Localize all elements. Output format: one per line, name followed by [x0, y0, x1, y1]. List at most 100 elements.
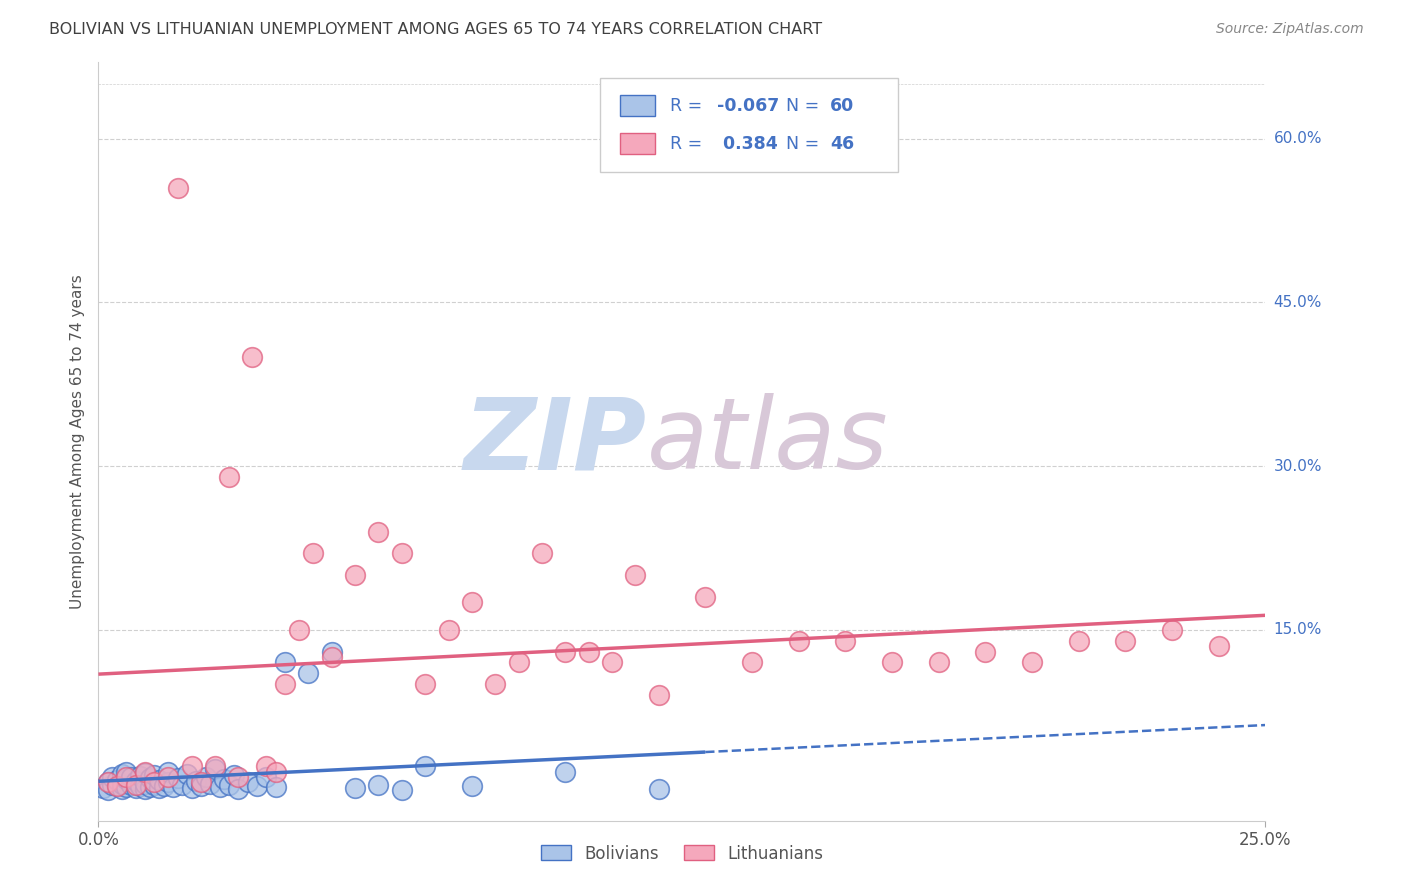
- FancyBboxPatch shape: [600, 78, 898, 172]
- Text: ZIP: ZIP: [464, 393, 647, 490]
- Point: [172, 778, 194, 792]
- Point: [111, 766, 134, 780]
- Point: [115, 770, 138, 784]
- Point: [530, 546, 553, 560]
- Point: [600, 656, 623, 670]
- Point: [134, 776, 156, 790]
- Text: Source: ZipAtlas.com: Source: ZipAtlas.com: [1216, 22, 1364, 37]
- Text: R =: R =: [671, 135, 709, 153]
- Point: [647, 782, 669, 797]
- Point: [208, 780, 231, 794]
- Text: N =: N =: [775, 96, 825, 115]
- Point: [264, 780, 287, 794]
- Point: [204, 763, 226, 777]
- Point: [228, 782, 250, 797]
- Point: [274, 656, 297, 670]
- Point: [157, 775, 180, 789]
- FancyBboxPatch shape: [620, 95, 655, 116]
- Point: [297, 666, 319, 681]
- Point: [148, 780, 170, 795]
- Point: [1114, 633, 1136, 648]
- Point: [624, 568, 647, 582]
- Point: [1067, 633, 1090, 648]
- Point: [190, 775, 212, 789]
- Point: [391, 783, 413, 797]
- Point: [974, 644, 997, 658]
- Point: [105, 773, 128, 788]
- Point: [166, 771, 188, 785]
- Point: [302, 546, 325, 560]
- Text: 0.384: 0.384: [717, 135, 778, 153]
- Point: [367, 778, 389, 792]
- Point: [246, 779, 269, 793]
- Point: [111, 776, 134, 790]
- Text: 15.0%: 15.0%: [1274, 623, 1322, 637]
- Point: [647, 688, 669, 702]
- Point: [484, 677, 506, 691]
- Point: [1208, 639, 1230, 653]
- Point: [367, 524, 389, 539]
- Point: [321, 644, 343, 658]
- Point: [264, 764, 287, 779]
- FancyBboxPatch shape: [620, 133, 655, 154]
- Text: 30.0%: 30.0%: [1274, 458, 1322, 474]
- Text: R =: R =: [671, 96, 709, 115]
- Point: [218, 470, 240, 484]
- Text: -0.067: -0.067: [717, 96, 779, 115]
- Point: [134, 765, 156, 780]
- Text: N =: N =: [775, 135, 825, 153]
- Point: [105, 779, 128, 793]
- Point: [125, 778, 148, 792]
- Point: [228, 770, 250, 784]
- Point: [143, 768, 166, 782]
- Point: [880, 656, 903, 670]
- Point: [148, 773, 170, 788]
- Point: [321, 650, 343, 665]
- Point: [256, 770, 278, 784]
- Point: [1021, 656, 1043, 670]
- Point: [157, 770, 180, 784]
- Point: [176, 766, 198, 780]
- Point: [134, 782, 156, 797]
- Point: [242, 350, 264, 364]
- Point: [344, 780, 367, 795]
- Point: [129, 779, 152, 793]
- Point: [344, 568, 367, 582]
- Point: [115, 764, 138, 779]
- Point: [214, 772, 236, 787]
- Point: [391, 546, 413, 560]
- Point: [166, 181, 188, 195]
- Point: [204, 759, 226, 773]
- Point: [115, 772, 138, 787]
- Text: 46: 46: [830, 135, 855, 153]
- Point: [222, 768, 245, 782]
- Point: [928, 656, 950, 670]
- Point: [787, 633, 810, 648]
- Point: [111, 782, 134, 797]
- Point: [413, 759, 436, 773]
- Point: [120, 778, 142, 792]
- Point: [105, 779, 128, 793]
- Point: [256, 759, 278, 773]
- Legend: Bolivians, Lithuanians: Bolivians, Lithuanians: [534, 838, 830, 869]
- Point: [1161, 623, 1184, 637]
- Point: [200, 776, 222, 790]
- Y-axis label: Unemployment Among Ages 65 to 74 years: Unemployment Among Ages 65 to 74 years: [69, 274, 84, 609]
- Point: [115, 780, 138, 794]
- Point: [236, 775, 259, 789]
- Point: [578, 644, 600, 658]
- Point: [97, 783, 120, 797]
- Point: [180, 759, 202, 773]
- Text: atlas: atlas: [647, 393, 889, 490]
- Point: [274, 677, 297, 691]
- Point: [101, 770, 124, 784]
- Text: BOLIVIAN VS LITHUANIAN UNEMPLOYMENT AMONG AGES 65 TO 74 YEARS CORRELATION CHART: BOLIVIAN VS LITHUANIAN UNEMPLOYMENT AMON…: [49, 22, 823, 37]
- Point: [97, 775, 120, 789]
- Text: 45.0%: 45.0%: [1274, 295, 1322, 310]
- Point: [461, 595, 484, 609]
- Point: [143, 775, 166, 789]
- Point: [162, 780, 184, 794]
- Point: [741, 656, 763, 670]
- Point: [152, 779, 174, 793]
- Point: [120, 770, 142, 784]
